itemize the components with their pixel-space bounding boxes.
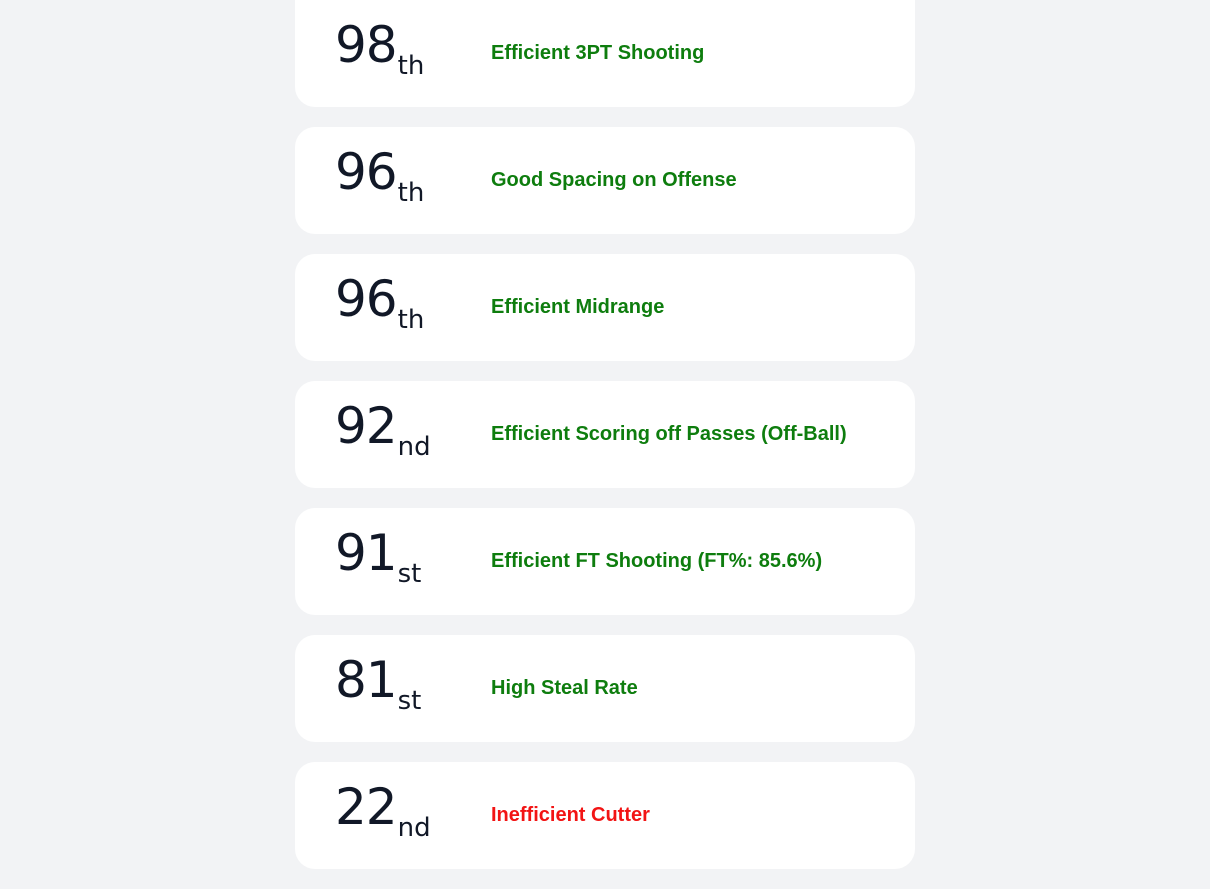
percentile-card: 92nd Efficient Scoring off Passes (Off-B… <box>295 381 915 488</box>
percentile-card: 91st Efficient FT Shooting (FT%: 85.6%) <box>295 508 915 615</box>
percentile-value: 22nd <box>335 782 431 843</box>
percentile-suffix: st <box>397 559 422 589</box>
percentile-value: 91st <box>335 528 421 589</box>
skill-label: Inefficient Cutter <box>491 804 650 826</box>
percentile-number: 92 <box>335 397 398 455</box>
percentile-number: 98 <box>335 16 398 74</box>
skill-label: Good Spacing on Offense <box>491 169 737 191</box>
percentile-value: 92nd <box>335 401 431 462</box>
percentile-card: 22nd Inefficient Cutter <box>295 762 915 869</box>
percentile-card: 81st High Steal Rate <box>295 635 915 742</box>
percentile-suffix: nd <box>397 813 431 843</box>
percentile-suffix: th <box>397 51 425 81</box>
percentile-suffix: th <box>397 178 425 208</box>
percentile-card: 98th Efficient 3PT Shooting <box>295 0 915 107</box>
percentile-value: 81st <box>335 655 421 716</box>
percentile-number: 96 <box>335 270 398 328</box>
percentile-number: 91 <box>335 524 398 582</box>
percentile-number: 96 <box>335 143 398 201</box>
percentile-value: 96th <box>335 274 424 335</box>
percentile-suffix: st <box>397 686 422 716</box>
skill-label: Efficient FT Shooting (FT%: 85.6%) <box>491 550 823 572</box>
percentile-value: 98th <box>335 20 424 81</box>
percentile-suffix: nd <box>397 432 431 462</box>
percentile-card: 96th Good Spacing on Offense <box>295 127 915 234</box>
skill-label: Efficient Midrange <box>491 296 665 318</box>
percentile-number: 81 <box>335 651 398 709</box>
percentile-card: 96th Efficient Midrange <box>295 254 915 361</box>
percentile-number: 22 <box>335 778 398 836</box>
skill-label: Efficient Scoring off Passes (Off-Ball) <box>491 423 847 445</box>
skill-label: High Steal Rate <box>491 677 638 699</box>
percentile-value: 96th <box>335 147 424 208</box>
percentile-list: 98th Efficient 3PT Shooting 96th Good Sp… <box>295 0 915 889</box>
percentile-suffix: th <box>397 305 425 335</box>
skill-label: Efficient 3PT Shooting <box>491 42 705 64</box>
